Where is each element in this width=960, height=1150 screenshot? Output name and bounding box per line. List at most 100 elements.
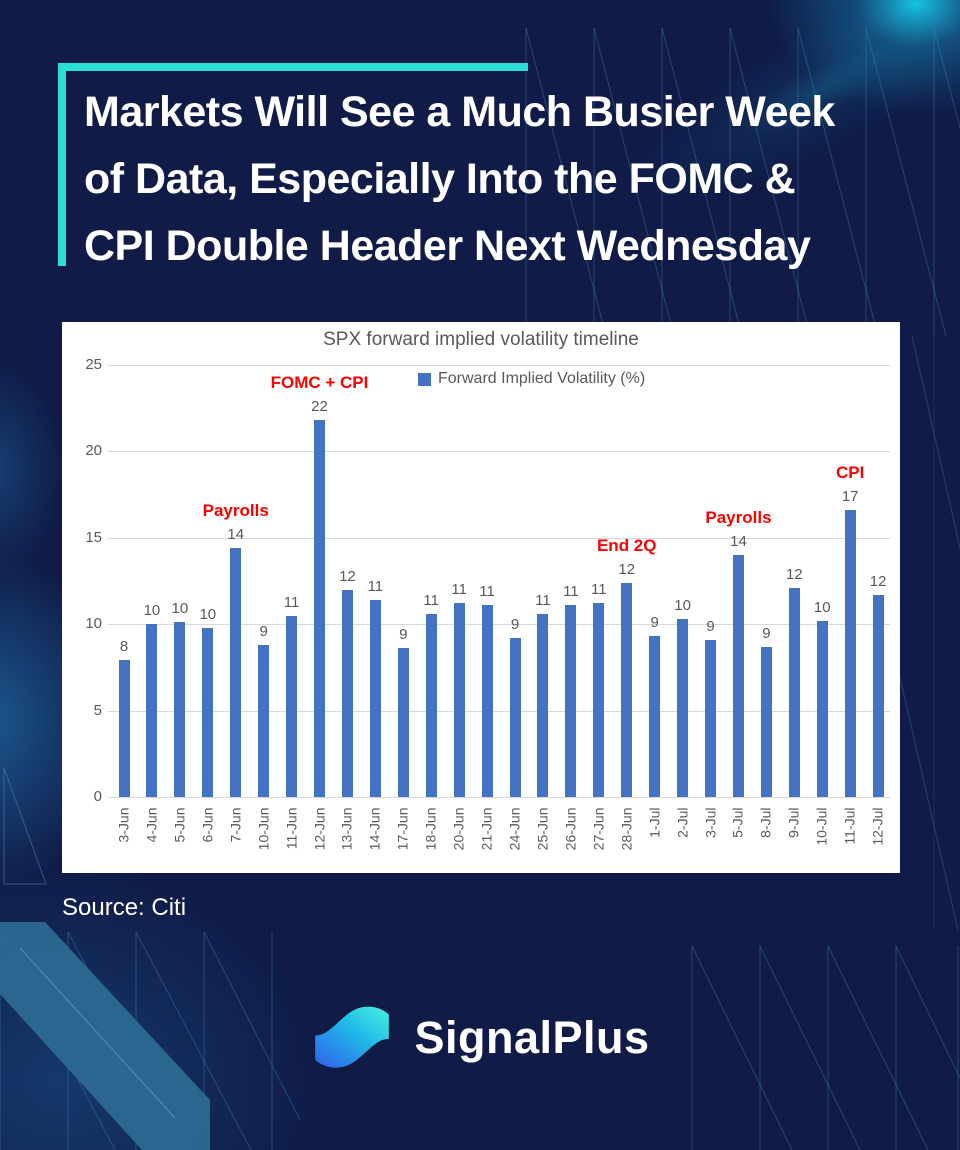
x-axis-tick-label: 17-Jun [394, 807, 411, 851]
x-axis-tick-label: 11-Jun [283, 807, 300, 850]
bar [397, 648, 409, 797]
x-axis-tick-label: 2-Jul [674, 807, 691, 838]
bar-value-label: 9 [259, 622, 268, 640]
bar-value-label: 9 [706, 617, 715, 635]
x-axis-tick-label: 25-Jun [534, 807, 551, 851]
bar [314, 420, 325, 797]
accent-line-left [58, 63, 66, 266]
bar [202, 627, 214, 797]
bar [621, 582, 633, 797]
x-axis-tick-label: 5-Jul [729, 807, 746, 838]
grid-line [108, 710, 890, 712]
x-axis-tick-label: 28-Jun [618, 807, 635, 851]
chart-legend: Forward Implied Volatility (%) [418, 370, 645, 388]
chart-title: SPX forward implied volatility timeline [323, 329, 639, 350]
grid-line [108, 365, 890, 366]
bar-value-label: 11 [591, 581, 607, 599]
bar-value-label: 9 [399, 626, 408, 644]
bar-value-label: 10 [199, 605, 217, 623]
bar [509, 638, 521, 797]
triangle-outline [3, 767, 47, 885]
bar-value-label: 12 [339, 567, 356, 585]
legend-label: Forward Implied Volatility (%) [438, 370, 646, 387]
legend-swatch-icon [418, 372, 431, 386]
bar [286, 615, 298, 797]
bar-value-label: 10 [674, 597, 691, 615]
bar-value-label: 14 [730, 533, 747, 551]
source-note: Source: Citi [62, 894, 187, 921]
x-axis-tick-label: 1-Jul [646, 807, 663, 838]
page-title-line-1: Markets Will See a Much Busier Week [84, 88, 835, 136]
annotation-label: Payrolls [705, 508, 772, 528]
bar-value-label: 11 [451, 581, 467, 599]
x-axis-tick-label: 26-Jun [562, 807, 579, 851]
bar [341, 589, 353, 797]
bar-value-label: 12 [618, 560, 636, 578]
bar [593, 603, 605, 797]
x-axis-tick-label: 12-Jul [869, 807, 886, 846]
bar-value-label: 9 [650, 614, 659, 632]
bar-value-label: 12 [785, 565, 803, 583]
page-title: Markets Will See a Much Busier Week of D… [84, 79, 918, 280]
bar [705, 639, 717, 797]
bar-value-label: 11 [283, 593, 300, 611]
x-axis-tick-label: 13-Jun [338, 807, 355, 851]
x-axis-tick-label: 6-Jun [199, 807, 216, 843]
x-axis-tick-label: 7-Jun [227, 807, 244, 843]
bar-value-label: 11 [563, 583, 579, 601]
y-axis-tick-label: 15 [85, 528, 102, 546]
bar-value-label: 9 [762, 624, 771, 642]
bar [649, 636, 661, 797]
bar [732, 555, 744, 797]
y-axis-tick-label: 25 [85, 356, 102, 373]
x-axis-tick-label: 21-Jun [478, 807, 495, 851]
bar [481, 605, 493, 797]
bar [565, 605, 577, 797]
grid-line [108, 451, 890, 453]
bar-value-label: 22 [311, 398, 328, 416]
page-title-line-3: CPI Double Header Next Wednesday [84, 222, 811, 270]
y-axis-tick-label: 0 [93, 788, 102, 805]
signalplus-wave-icon [315, 1006, 390, 1068]
x-axis-tick-label: 5-Jun [171, 807, 188, 843]
bar [425, 613, 437, 797]
x-axis-tick-label: 9-Jul [785, 807, 802, 838]
bar-value-label: 11 [479, 583, 495, 601]
x-axis-tick-label: 27-Jun [590, 807, 607, 851]
bar-value-label: 11 [423, 591, 439, 609]
bar [230, 548, 242, 797]
bar-value-label: 17 [841, 488, 859, 506]
grid-line [108, 537, 890, 539]
brand-logo: SignalPlus [0, 1000, 960, 1076]
bar-value-label: 8 [119, 638, 129, 656]
brand-name: SignalPlus [414, 1012, 650, 1063]
y-axis-tick-label: 20 [85, 442, 102, 460]
bar-value-label: 11 [367, 578, 384, 595]
bar-value-label: 10 [171, 600, 189, 618]
bar [677, 619, 689, 797]
page-title-line-2: of Data, Especially Into the FOMC & [84, 155, 796, 203]
bar-value-label: 10 [813, 598, 831, 616]
accent-line-top [58, 63, 528, 71]
y-axis-tick-label: 10 [85, 615, 102, 633]
grid-line [108, 624, 890, 626]
x-axis-tick-label: 20-Jun [450, 807, 467, 851]
chart-panel: SPX forward implied volatility timeline … [62, 322, 900, 873]
bar [146, 624, 158, 797]
bar [760, 646, 772, 797]
bar-value-label: 12 [869, 572, 887, 590]
x-axis-tick-label: 10-Jul [813, 807, 830, 846]
x-axis-tick-label: 12-Jun [311, 807, 327, 851]
x-axis-tick-label: 10-Jun [255, 807, 272, 851]
bar [118, 660, 130, 797]
x-axis-tick-label: 18-Jun [422, 807, 439, 851]
x-axis-tick-label: 3-Jul [702, 807, 719, 838]
x-axis-tick-label: 24-Jun [506, 807, 523, 851]
annotation-label: End 2Q [596, 535, 657, 555]
bar [258, 644, 270, 797]
bar-value-label: 11 [535, 591, 551, 609]
bar [788, 587, 800, 797]
x-axis-tick-label: 14-Jun [366, 807, 383, 851]
bar [872, 594, 884, 797]
bar [816, 620, 828, 797]
